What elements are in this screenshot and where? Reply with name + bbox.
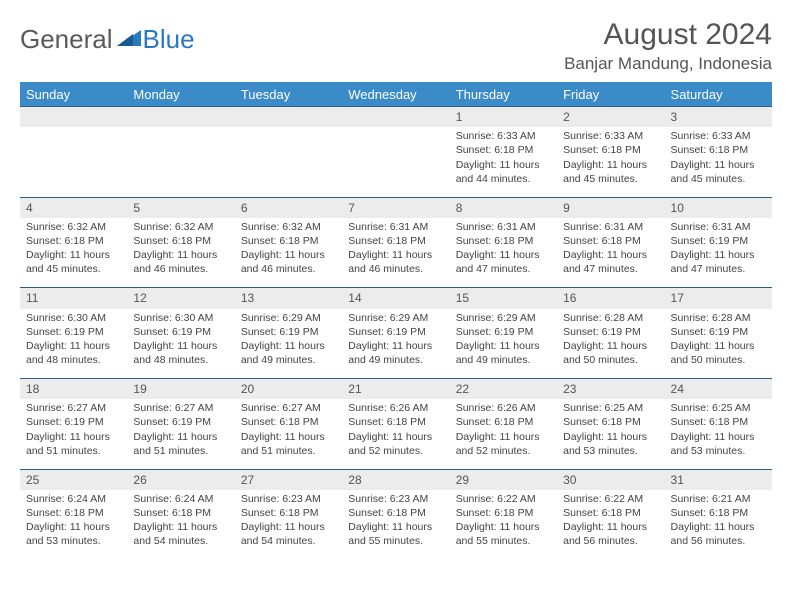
day-info-cell: Sunrise: 6:29 AM Sunset: 6:19 PM Dayligh… bbox=[235, 309, 342, 379]
day-info-cell: Sunrise: 6:28 AM Sunset: 6:19 PM Dayligh… bbox=[665, 309, 772, 379]
day-info-cell: Sunrise: 6:30 AM Sunset: 6:19 PM Dayligh… bbox=[127, 309, 234, 379]
day-info-cell: Sunrise: 6:32 AM Sunset: 6:18 PM Dayligh… bbox=[20, 218, 127, 288]
day-number-cell: 23 bbox=[557, 379, 664, 400]
day-info-cell: Sunrise: 6:31 AM Sunset: 6:18 PM Dayligh… bbox=[342, 218, 449, 288]
day-info-cell: Sunrise: 6:29 AM Sunset: 6:19 PM Dayligh… bbox=[450, 309, 557, 379]
day-number-cell: 27 bbox=[235, 469, 342, 490]
day-info-cell: Sunrise: 6:27 AM Sunset: 6:19 PM Dayligh… bbox=[127, 399, 234, 469]
day-number-row: 123 bbox=[20, 107, 772, 128]
day-number-cell: 14 bbox=[342, 288, 449, 309]
day-number-cell: 28 bbox=[342, 469, 449, 490]
day-info-cell: Sunrise: 6:28 AM Sunset: 6:19 PM Dayligh… bbox=[557, 309, 664, 379]
day-number-cell: 29 bbox=[450, 469, 557, 490]
day-number-cell: 13 bbox=[235, 288, 342, 309]
logo-text-general: General bbox=[20, 24, 113, 55]
weekday-header: Tuesday bbox=[235, 83, 342, 107]
day-info-row: Sunrise: 6:32 AM Sunset: 6:18 PM Dayligh… bbox=[20, 218, 772, 288]
day-number-cell: 17 bbox=[665, 288, 772, 309]
day-info-cell: Sunrise: 6:25 AM Sunset: 6:18 PM Dayligh… bbox=[665, 399, 772, 469]
day-info-cell bbox=[235, 127, 342, 197]
day-info-row: Sunrise: 6:30 AM Sunset: 6:19 PM Dayligh… bbox=[20, 309, 772, 379]
logo-triangle-icon bbox=[117, 28, 141, 51]
day-number-row: 18192021222324 bbox=[20, 379, 772, 400]
weekday-header: Wednesday bbox=[342, 83, 449, 107]
day-number-cell: 3 bbox=[665, 107, 772, 128]
weekday-header: Friday bbox=[557, 83, 664, 107]
day-number-cell: 11 bbox=[20, 288, 127, 309]
day-number-cell: 30 bbox=[557, 469, 664, 490]
day-number-cell: 20 bbox=[235, 379, 342, 400]
calendar-table: Sunday Monday Tuesday Wednesday Thursday… bbox=[20, 82, 772, 560]
day-info-cell: Sunrise: 6:26 AM Sunset: 6:18 PM Dayligh… bbox=[450, 399, 557, 469]
weekday-header: Sunday bbox=[20, 83, 127, 107]
day-number-cell: 2 bbox=[557, 107, 664, 128]
day-info-cell: Sunrise: 6:21 AM Sunset: 6:18 PM Dayligh… bbox=[665, 490, 772, 560]
day-number-row: 45678910 bbox=[20, 197, 772, 218]
day-number-cell: 18 bbox=[20, 379, 127, 400]
day-number-cell: 15 bbox=[450, 288, 557, 309]
title-block: August 2024 Banjar Mandung, Indonesia bbox=[564, 18, 772, 74]
day-number-row: 25262728293031 bbox=[20, 469, 772, 490]
day-number-cell: 26 bbox=[127, 469, 234, 490]
day-number-cell bbox=[235, 107, 342, 128]
day-number-cell: 19 bbox=[127, 379, 234, 400]
day-number-cell: 24 bbox=[665, 379, 772, 400]
day-info-cell: Sunrise: 6:27 AM Sunset: 6:19 PM Dayligh… bbox=[20, 399, 127, 469]
day-info-cell: Sunrise: 6:27 AM Sunset: 6:18 PM Dayligh… bbox=[235, 399, 342, 469]
day-info-cell: Sunrise: 6:31 AM Sunset: 6:18 PM Dayligh… bbox=[557, 218, 664, 288]
day-info-cell: Sunrise: 6:32 AM Sunset: 6:18 PM Dayligh… bbox=[235, 218, 342, 288]
day-number-cell: 6 bbox=[235, 197, 342, 218]
weekday-header-row: Sunday Monday Tuesday Wednesday Thursday… bbox=[20, 83, 772, 107]
day-number-cell: 21 bbox=[342, 379, 449, 400]
day-number-cell: 25 bbox=[20, 469, 127, 490]
day-info-row: Sunrise: 6:24 AM Sunset: 6:18 PM Dayligh… bbox=[20, 490, 772, 560]
day-info-cell: Sunrise: 6:23 AM Sunset: 6:18 PM Dayligh… bbox=[342, 490, 449, 560]
weekday-header: Thursday bbox=[450, 83, 557, 107]
day-info-cell: Sunrise: 6:33 AM Sunset: 6:18 PM Dayligh… bbox=[557, 127, 664, 197]
day-info-row: Sunrise: 6:27 AM Sunset: 6:19 PM Dayligh… bbox=[20, 399, 772, 469]
month-title: August 2024 bbox=[564, 18, 772, 52]
logo: General Blue bbox=[20, 18, 195, 55]
day-number-cell bbox=[20, 107, 127, 128]
day-number-row: 11121314151617 bbox=[20, 288, 772, 309]
day-info-cell: Sunrise: 6:22 AM Sunset: 6:18 PM Dayligh… bbox=[450, 490, 557, 560]
day-info-cell: Sunrise: 6:31 AM Sunset: 6:19 PM Dayligh… bbox=[665, 218, 772, 288]
weekday-header: Saturday bbox=[665, 83, 772, 107]
header: General Blue August 2024 Banjar Mandung,… bbox=[20, 18, 772, 74]
day-info-cell: Sunrise: 6:23 AM Sunset: 6:18 PM Dayligh… bbox=[235, 490, 342, 560]
day-number-cell: 5 bbox=[127, 197, 234, 218]
day-info-row: Sunrise: 6:33 AM Sunset: 6:18 PM Dayligh… bbox=[20, 127, 772, 197]
day-info-cell: Sunrise: 6:30 AM Sunset: 6:19 PM Dayligh… bbox=[20, 309, 127, 379]
day-number-cell: 1 bbox=[450, 107, 557, 128]
day-number-cell: 7 bbox=[342, 197, 449, 218]
day-info-cell: Sunrise: 6:32 AM Sunset: 6:18 PM Dayligh… bbox=[127, 218, 234, 288]
weekday-header: Monday bbox=[127, 83, 234, 107]
day-number-cell: 8 bbox=[450, 197, 557, 218]
day-info-cell: Sunrise: 6:25 AM Sunset: 6:18 PM Dayligh… bbox=[557, 399, 664, 469]
day-number-cell: 31 bbox=[665, 469, 772, 490]
day-info-cell bbox=[342, 127, 449, 197]
day-number-cell: 16 bbox=[557, 288, 664, 309]
day-info-cell: Sunrise: 6:22 AM Sunset: 6:18 PM Dayligh… bbox=[557, 490, 664, 560]
day-number-cell: 22 bbox=[450, 379, 557, 400]
day-info-cell: Sunrise: 6:24 AM Sunset: 6:18 PM Dayligh… bbox=[127, 490, 234, 560]
day-number-cell: 9 bbox=[557, 197, 664, 218]
day-info-cell: Sunrise: 6:29 AM Sunset: 6:19 PM Dayligh… bbox=[342, 309, 449, 379]
logo-text-blue: Blue bbox=[143, 24, 195, 55]
day-info-cell: Sunrise: 6:31 AM Sunset: 6:18 PM Dayligh… bbox=[450, 218, 557, 288]
day-info-cell bbox=[20, 127, 127, 197]
day-number-cell: 12 bbox=[127, 288, 234, 309]
location: Banjar Mandung, Indonesia bbox=[564, 54, 772, 74]
day-info-cell bbox=[127, 127, 234, 197]
day-info-cell: Sunrise: 6:33 AM Sunset: 6:18 PM Dayligh… bbox=[450, 127, 557, 197]
day-number-cell bbox=[127, 107, 234, 128]
day-number-cell: 4 bbox=[20, 197, 127, 218]
day-info-cell: Sunrise: 6:33 AM Sunset: 6:18 PM Dayligh… bbox=[665, 127, 772, 197]
day-number-cell: 10 bbox=[665, 197, 772, 218]
day-info-cell: Sunrise: 6:24 AM Sunset: 6:18 PM Dayligh… bbox=[20, 490, 127, 560]
day-number-cell bbox=[342, 107, 449, 128]
day-info-cell: Sunrise: 6:26 AM Sunset: 6:18 PM Dayligh… bbox=[342, 399, 449, 469]
